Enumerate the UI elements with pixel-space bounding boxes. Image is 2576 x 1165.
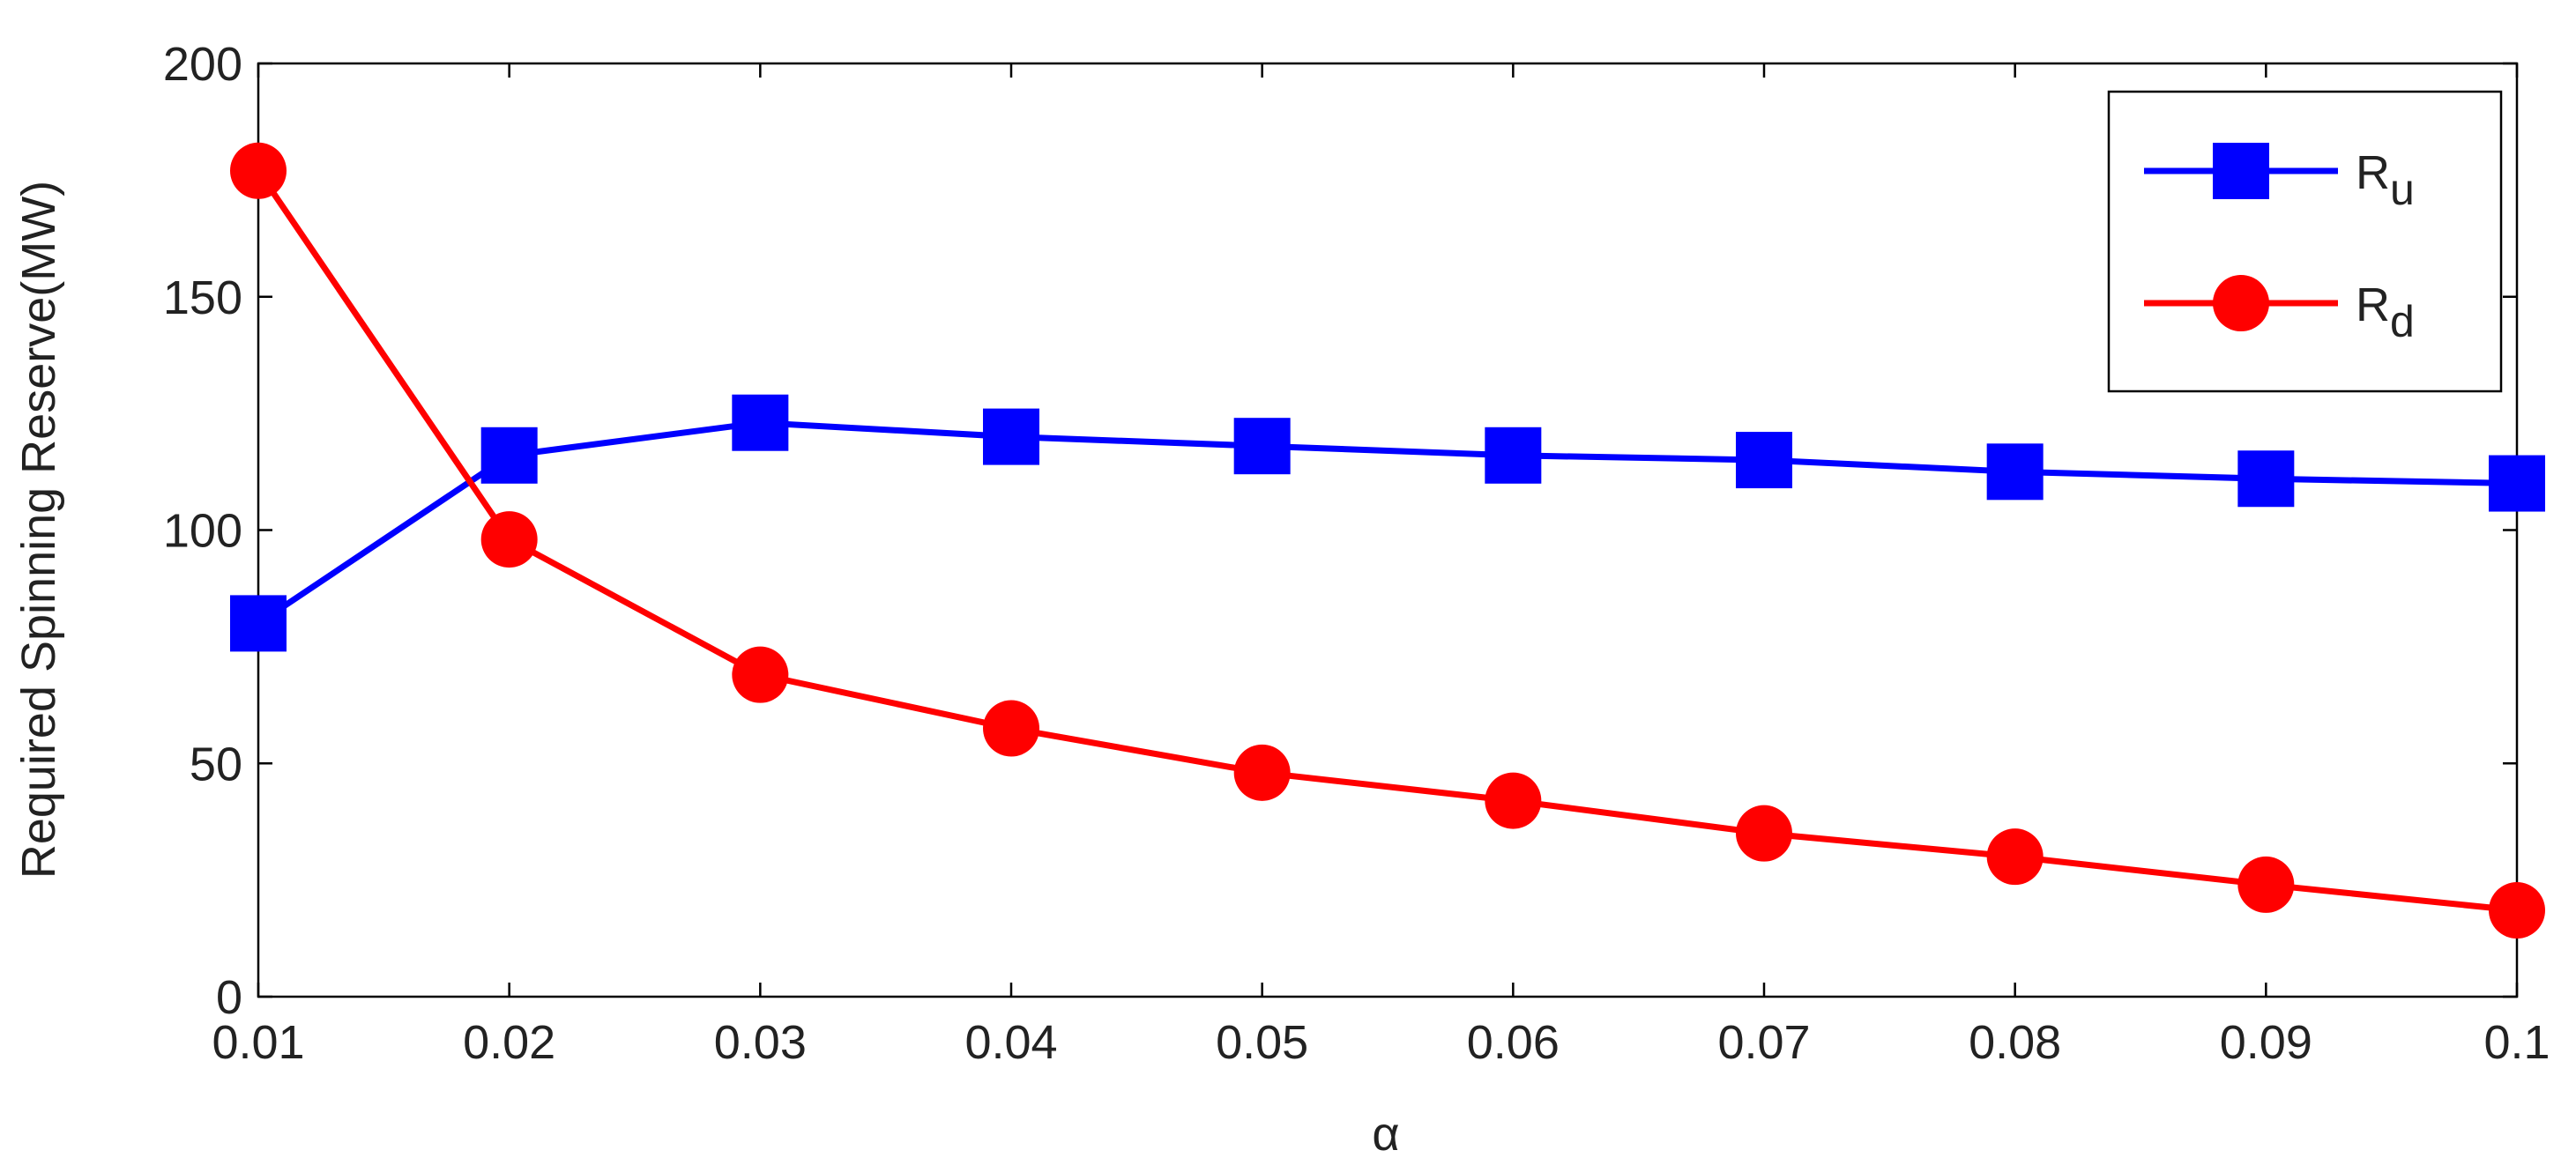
marker — [2489, 882, 2545, 939]
marker — [1736, 432, 1792, 489]
marker — [1485, 772, 1542, 829]
y-tick-label: 150 — [163, 271, 242, 324]
x-tick-label: 0.04 — [964, 1016, 1057, 1069]
y-tick-label: 100 — [163, 505, 242, 558]
marker — [2237, 450, 2295, 508]
marker — [1736, 805, 1792, 862]
x-tick-label: 0.05 — [1216, 1016, 1308, 1069]
marker — [480, 511, 538, 568]
legend-box — [2107, 90, 2503, 393]
marker — [230, 595, 287, 652]
marker — [1986, 443, 2044, 501]
x-axis-label: α — [1372, 1108, 1399, 1161]
marker — [2237, 856, 2295, 913]
legend-marker — [2213, 275, 2269, 331]
x-tick-label: 0.03 — [714, 1016, 807, 1069]
series-line — [257, 419, 2518, 627]
marker — [1485, 427, 1542, 484]
y-tick-label: 0 — [216, 971, 242, 1024]
marker — [480, 427, 538, 484]
series-line — [256, 168, 2518, 914]
y-tick-label: 200 — [163, 38, 242, 91]
marker — [983, 408, 1039, 465]
legend-label: Ru — [2356, 146, 2415, 214]
y-tick-label: 50 — [190, 738, 242, 790]
x-tick-label: 0.1 — [2483, 1016, 2550, 1069]
y-axis-label: Required Spinning Reserve(MW) — [12, 181, 65, 879]
marker — [732, 394, 789, 451]
x-tick-label: 0.01 — [212, 1016, 304, 1069]
legend-label: Rd — [2356, 278, 2415, 346]
marker — [983, 700, 1039, 757]
x-tick-label: 0.08 — [1969, 1016, 2061, 1069]
x-tick-label: 0.07 — [1717, 1016, 1810, 1069]
x-tick-label: 0.06 — [1467, 1016, 1560, 1069]
x-tick-label: 0.09 — [2220, 1016, 2312, 1069]
marker — [1986, 828, 2044, 886]
legend-marker — [2213, 143, 2269, 199]
marker — [1233, 418, 1291, 475]
marker — [1233, 744, 1291, 801]
marker — [732, 646, 789, 703]
marker — [230, 142, 287, 199]
marker — [2489, 455, 2545, 512]
x-tick-label: 0.02 — [463, 1016, 555, 1069]
